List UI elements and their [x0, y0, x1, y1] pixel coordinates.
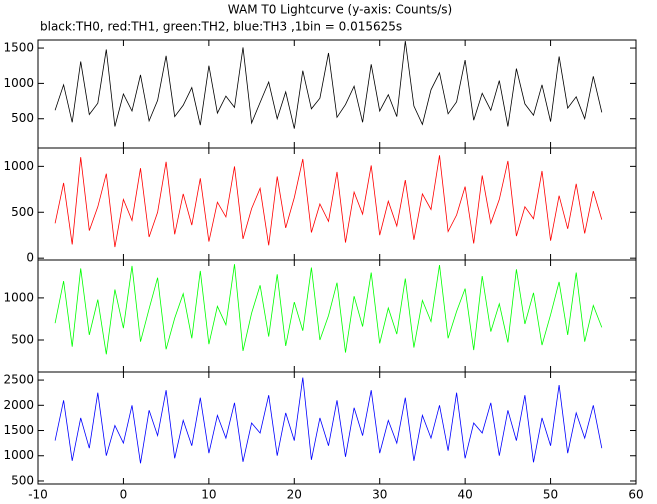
chart-subtitle: black:TH0, red:TH1, green:TH2, blue:TH3 …	[40, 20, 402, 34]
x-tick-label: -10	[28, 488, 48, 502]
panel-frame	[37, 259, 637, 373]
series-line	[54, 155, 603, 248]
y-tick-label: 1000	[3, 448, 34, 462]
x-tick-label: 60	[628, 488, 643, 502]
panel-frame	[37, 39, 637, 149]
x-tick-label: 30	[372, 488, 387, 502]
y-tick-label: 500	[11, 333, 34, 347]
y-tick-label: 1500	[3, 423, 34, 437]
y-tick-label: 2000	[3, 398, 34, 412]
chart-title: WAM T0 Lightcurve (y-axis: Counts/s)	[228, 3, 452, 17]
x-tick-label: 40	[458, 488, 473, 502]
y-tick-label: 500	[11, 205, 34, 219]
y-tick-label: 500	[11, 473, 34, 487]
y-tick-label: 1000	[3, 290, 34, 304]
series-line	[54, 264, 603, 355]
x-tick-label: 50	[543, 488, 558, 502]
panel-frame	[37, 371, 637, 485]
x-tick-label: 0	[120, 488, 128, 502]
x-tick-label: 10	[201, 488, 216, 502]
series-line	[54, 40, 603, 129]
y-tick-label: 0	[26, 251, 34, 265]
x-tick-label: 20	[287, 488, 302, 502]
y-tick-label: 2500	[3, 373, 34, 387]
y-tick-label: 1500	[3, 41, 34, 55]
y-tick-label: 1000	[3, 76, 34, 90]
series-line	[54, 377, 603, 464]
y-tick-label: 1000	[3, 159, 34, 173]
y-tick-label: 500	[11, 111, 34, 125]
